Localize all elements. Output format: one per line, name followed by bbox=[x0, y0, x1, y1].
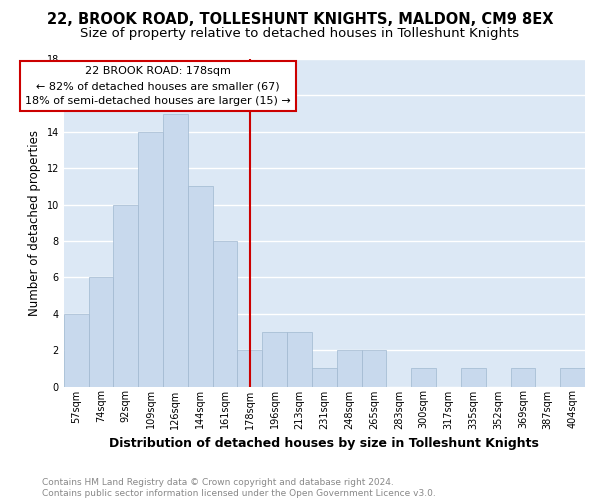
Bar bbox=[411, 368, 436, 386]
Bar bbox=[362, 350, 386, 387]
Bar bbox=[262, 332, 287, 386]
Bar bbox=[560, 368, 585, 386]
Bar bbox=[163, 114, 188, 386]
Bar bbox=[64, 314, 89, 386]
Text: 22 BROOK ROAD: 178sqm
← 82% of detached houses are smaller (67)
18% of semi-deta: 22 BROOK ROAD: 178sqm ← 82% of detached … bbox=[25, 66, 291, 106]
Bar bbox=[138, 132, 163, 386]
Bar bbox=[113, 204, 138, 386]
X-axis label: Distribution of detached houses by size in Tolleshunt Knights: Distribution of detached houses by size … bbox=[109, 437, 539, 450]
Bar bbox=[212, 241, 238, 386]
Bar bbox=[511, 368, 535, 386]
Text: Contains HM Land Registry data © Crown copyright and database right 2024.
Contai: Contains HM Land Registry data © Crown c… bbox=[42, 478, 436, 498]
Bar bbox=[312, 368, 337, 386]
Bar bbox=[89, 278, 113, 386]
Text: 22, BROOK ROAD, TOLLESHUNT KNIGHTS, MALDON, CM9 8EX: 22, BROOK ROAD, TOLLESHUNT KNIGHTS, MALD… bbox=[47, 12, 553, 28]
Bar bbox=[461, 368, 486, 386]
Text: Size of property relative to detached houses in Tolleshunt Knights: Size of property relative to detached ho… bbox=[80, 28, 520, 40]
Bar bbox=[238, 350, 262, 387]
Bar bbox=[337, 350, 362, 387]
Bar bbox=[188, 186, 212, 386]
Y-axis label: Number of detached properties: Number of detached properties bbox=[28, 130, 41, 316]
Bar bbox=[287, 332, 312, 386]
